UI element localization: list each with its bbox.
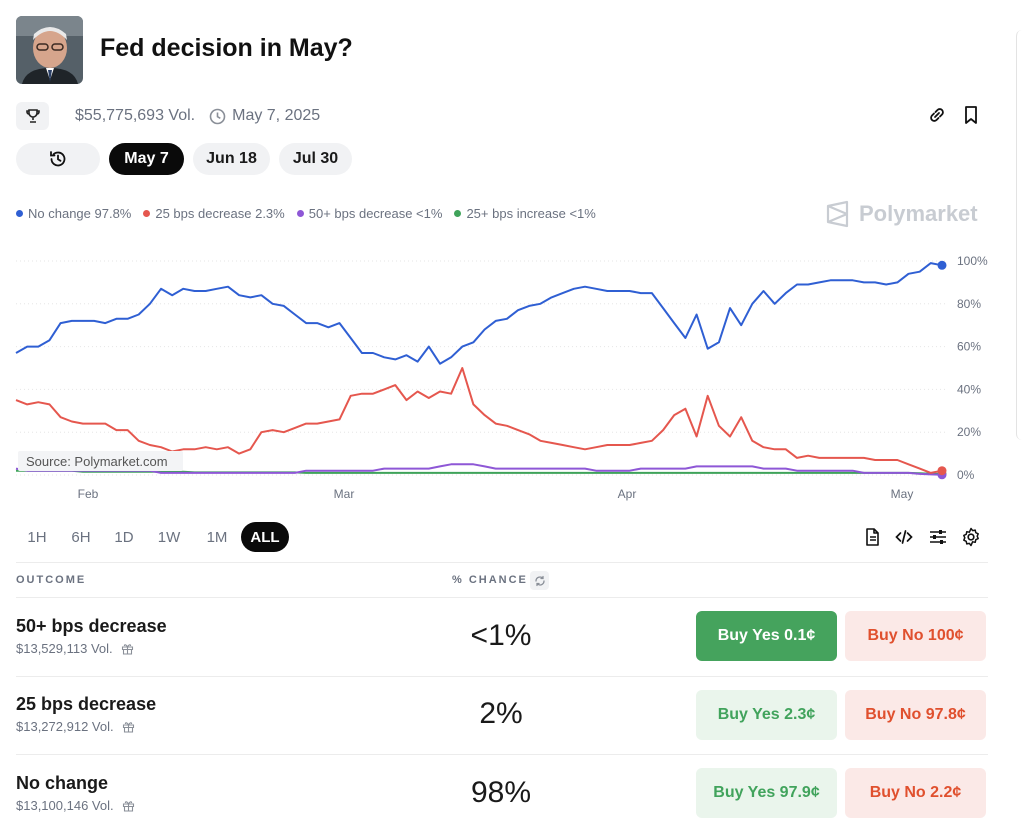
y-tick-label: 100% [957,254,988,268]
outcome-chance: 98% [470,776,532,809]
source-text: Source: Polymarket.com [26,454,168,469]
outcome-row-50-bps-decrease[interactable]: 50+ bps decrease $13,529,113 Vol. <1% Bu… [16,599,988,677]
y-tick-label: 80% [957,297,981,311]
market-avatar [16,16,83,84]
buy-yes-button[interactable]: Buy Yes 2.3¢ [696,690,837,740]
history-icon [50,151,66,167]
document-icon[interactable] [862,527,882,547]
series-end-point [937,260,947,270]
range-1h[interactable]: 1H [27,528,47,546]
date-pill-jun-18[interactable]: Jun 18 [193,143,270,175]
y-tick-label: 60% [957,340,981,354]
link-icon[interactable] [926,104,948,126]
series-line [15,463,943,476]
outcome-chance: 2% [479,697,523,730]
x-tick-label: May [891,487,914,501]
series-line [15,367,943,474]
chart-legend: No change 97.8% 25 bps decrease 2.3% 50+… [16,206,608,221]
range-6h[interactable]: 6H [71,528,91,546]
market-meta: $55,775,693 Vol. May 7, 2025 [16,102,320,130]
polymarket-logo-icon [826,200,849,228]
gift-icon [122,722,134,733]
gift-icon [122,801,134,812]
market-title: Fed decision in May? [100,34,353,62]
date-pill-may-7[interactable]: May 7 [109,143,184,175]
outcome-row-no-change[interactable]: No change $13,100,146 Vol. 98% Buy Yes 9… [16,755,988,825]
y-tick-label: 0% [957,468,975,482]
x-tick-label: Mar [334,487,355,501]
outcome-name: 25 bps decrease [16,694,157,714]
chance-column-header: % CHANCE [452,574,528,586]
outcome-row-25-bps-decrease[interactable]: 25 bps decrease $13,272,912 Vol. 2% Buy … [16,677,988,755]
buy-yes-button[interactable]: Buy Yes 0.1¢ [696,611,837,661]
refresh-icon[interactable] [530,571,549,590]
legend-25-bps-decrease: 25 bps decrease 2.3% [143,206,285,221]
polymarket-watermark: Polymarket [825,200,978,228]
series-line [16,469,943,475]
legend-25-bps-increase: 25+ bps increase <1% [454,206,596,221]
market-end-date: May 7, 2025 [209,107,320,125]
outcome-column-header: OUTCOME [16,574,87,586]
probability-chart[interactable]: 100% 80% 60% 40% 20% 0% Feb Mar Apr May Source: Po… [0,240,1000,510]
trophy-icon[interactable] [16,102,49,130]
range-1m[interactable]: 1M [206,528,228,546]
clock-icon [209,108,226,124]
outcome-volume: $13,529,113 Vol. [16,641,134,656]
series-line [15,262,943,365]
outcome-chance: <1% [470,619,532,652]
legend-50-bps-decrease: 50+ bps decrease <1% [296,206,442,221]
outcome-name: No change [16,773,109,793]
side-scrollbar[interactable] [1016,30,1024,440]
gift-icon [121,644,133,655]
sliders-icon[interactable] [928,527,948,547]
outcome-volume: $13,100,146 Vol. [16,798,135,813]
y-tick-label: 20% [957,425,981,439]
x-tick-label: Apr [618,487,637,501]
x-tick-label: Feb [78,487,99,501]
end-date-text: May 7, 2025 [232,107,321,124]
series-end-point [937,466,947,476]
y-tick-label: 40% [957,382,981,396]
buy-no-button[interactable]: Buy No 97.8¢ [845,690,986,740]
buy-no-button[interactable]: Buy No 100¢ [845,611,986,661]
outcomes-table-header: OUTCOME % CHANCE [16,562,988,598]
range-1w[interactable]: 1W [157,528,181,546]
range-1d[interactable]: 1D [114,528,134,546]
buy-yes-button[interactable]: Buy Yes 97.9¢ [696,768,837,818]
buy-no-button[interactable]: Buy No 2.2¢ [845,768,986,818]
code-icon[interactable] [894,527,914,547]
brand-name: Polymarket [859,201,978,226]
range-all[interactable]: ALL [241,522,289,552]
outcome-volume: $13,272,912 Vol. [16,719,135,734]
outcome-name: 50+ bps decrease [16,616,167,636]
date-pill-jul-30[interactable]: Jul 30 [279,143,352,175]
bookmark-icon[interactable] [960,104,982,126]
market-volume: $55,775,693 Vol. [75,107,196,124]
history-button[interactable] [16,143,100,175]
source-label: Source: Polymarket.com [18,451,183,471]
legend-no-change: No change 97.8% [16,206,131,221]
gear-icon[interactable] [961,527,981,547]
